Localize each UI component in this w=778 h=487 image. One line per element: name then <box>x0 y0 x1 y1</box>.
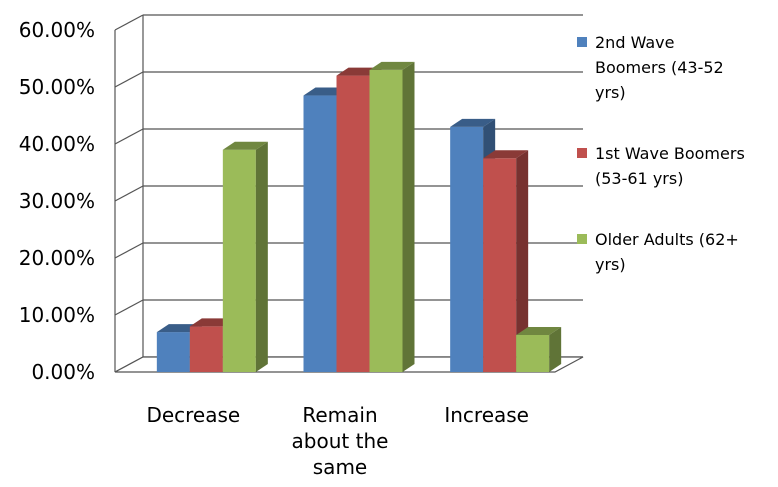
bar-top <box>222 141 268 150</box>
bar <box>516 326 562 372</box>
bar <box>483 150 529 372</box>
y-tick-label: 30.00% <box>19 189 95 213</box>
legend-swatch <box>577 234 587 244</box>
gridline-depth <box>114 128 144 145</box>
bar <box>369 61 415 373</box>
bar-front <box>156 332 190 372</box>
bar-top <box>450 118 496 127</box>
y-tick-label: 10.00% <box>19 303 95 327</box>
gridline-depth <box>114 71 144 88</box>
legend-item: 2nd Wave Boomers (43-52 yrs) <box>575 30 775 105</box>
legend-swatch <box>577 148 587 158</box>
category-label: Decrease <box>146 403 240 427</box>
bar-front <box>483 158 517 372</box>
y-tick-label: 40.00% <box>19 132 95 156</box>
bar-side <box>549 326 562 372</box>
bar-front <box>303 95 337 373</box>
legend-label: 2nd Wave Boomers (43-52 yrs) <box>595 33 724 102</box>
gridline-depth <box>114 242 144 259</box>
bar-top <box>483 150 529 159</box>
legend-item: 1st Wave Boomers (53-61 yrs) <box>575 141 775 191</box>
gridline-depth <box>114 14 144 31</box>
bars <box>156 61 562 373</box>
bar-front <box>516 334 550 372</box>
bar-front <box>450 126 484 373</box>
y-tick-label: 0.00% <box>31 360 95 384</box>
bar-side <box>255 141 268 372</box>
legend-swatch <box>577 37 587 47</box>
legend: 2nd Wave Boomers (43-52 yrs) 1st Wave Boome… <box>575 30 775 313</box>
bar-front <box>336 75 370 372</box>
bar-front <box>189 326 223 372</box>
category-label: Increase <box>444 403 529 427</box>
legend-label: 1st Wave Boomers (53-61 yrs) <box>595 144 745 188</box>
y-tick-label: 20.00% <box>19 246 95 270</box>
bar <box>222 141 268 372</box>
bar-front <box>369 69 403 373</box>
legend-label: Older Adults (62+ yrs) <box>595 230 739 274</box>
bar-top <box>516 326 562 335</box>
bar-side <box>402 61 415 373</box>
y-tick-label: 60.00% <box>19 18 95 42</box>
bar-front <box>222 149 256 372</box>
bar-side <box>516 150 529 372</box>
gridline-depth <box>114 299 144 316</box>
legend-item: Older Adults (62+ yrs) <box>575 227 775 277</box>
y-tick-label: 50.00% <box>19 75 95 99</box>
gridline-depth <box>114 185 144 202</box>
bar-top <box>369 61 415 70</box>
category-label: Remain about the same <box>292 403 389 479</box>
